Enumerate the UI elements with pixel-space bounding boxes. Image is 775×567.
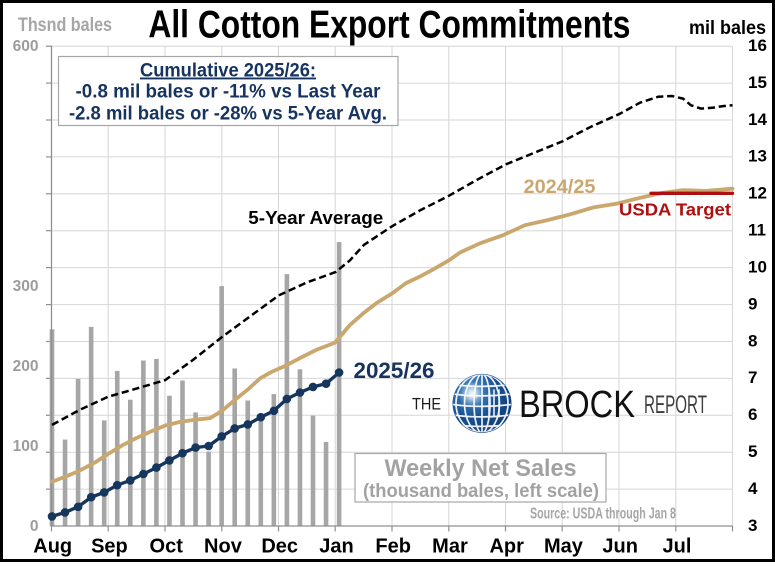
svg-text:Weekly Net Sales: Weekly Net Sales <box>385 455 577 482</box>
svg-text:Feb: Feb <box>375 536 411 558</box>
svg-text:All Cotton Export Commitments: All Cotton Export Commitments <box>148 3 630 46</box>
svg-text:Thsnd bales: Thsnd bales <box>18 15 112 36</box>
svg-text:7: 7 <box>748 368 757 387</box>
svg-text:11: 11 <box>748 221 766 240</box>
svg-text:6: 6 <box>748 405 757 424</box>
svg-text:-0.8 mil bales or -11% vs Last: -0.8 mil bales or -11% vs Last Year <box>76 82 382 103</box>
svg-text:Oct: Oct <box>150 536 184 558</box>
svg-text:THE: THE <box>412 395 441 414</box>
svg-text:Dec: Dec <box>261 536 298 558</box>
svg-text:Jan: Jan <box>319 536 353 558</box>
svg-text:600: 600 <box>13 38 39 55</box>
svg-text:(thousand bales, left scale): (thousand bales, left scale) <box>363 481 599 502</box>
svg-text:9: 9 <box>748 294 757 313</box>
svg-text:Cumulative 2025/26:: Cumulative 2025/26: <box>140 61 316 82</box>
svg-text:USDA Target: USDA Target <box>619 199 731 219</box>
svg-text:14: 14 <box>748 110 767 129</box>
svg-text:Nov: Nov <box>204 536 243 558</box>
svg-text:5-Year Average: 5-Year Average <box>248 208 383 228</box>
svg-text:Jul: Jul <box>662 536 691 558</box>
svg-text:3: 3 <box>748 516 757 535</box>
svg-text:5: 5 <box>748 442 757 461</box>
svg-text:4: 4 <box>748 479 758 498</box>
svg-text:-2.8 mil bales or -28% vs 5-Ye: -2.8 mil bales or -28% vs 5-Year Avg. <box>69 104 387 125</box>
svg-text:Sep: Sep <box>91 536 128 558</box>
svg-text:100: 100 <box>13 438 39 455</box>
svg-text:8: 8 <box>748 331 757 350</box>
svg-text:13: 13 <box>748 147 767 166</box>
svg-text:200: 200 <box>13 358 39 375</box>
svg-text:12: 12 <box>748 184 767 203</box>
svg-text:REPORT: REPORT <box>644 391 707 419</box>
svg-text:300: 300 <box>13 278 39 295</box>
svg-text:Aug: Aug <box>33 536 72 558</box>
svg-text:2024/25: 2024/25 <box>524 176 596 198</box>
svg-text:mil bales: mil bales <box>689 18 766 39</box>
svg-text:16: 16 <box>748 36 767 55</box>
svg-text:Source: USDA through Jan 8: Source: USDA through Jan 8 <box>530 506 676 523</box>
svg-text:Mar: Mar <box>432 536 468 558</box>
svg-text:BROCK: BROCK <box>519 384 635 426</box>
svg-text:10: 10 <box>748 257 767 276</box>
svg-text:Jun: Jun <box>602 536 638 558</box>
svg-text:Apr: Apr <box>489 536 524 558</box>
svg-text:May: May <box>544 536 584 558</box>
svg-text:0: 0 <box>30 518 39 535</box>
svg-text:2025/26: 2025/26 <box>354 358 435 383</box>
svg-text:15: 15 <box>748 73 767 92</box>
